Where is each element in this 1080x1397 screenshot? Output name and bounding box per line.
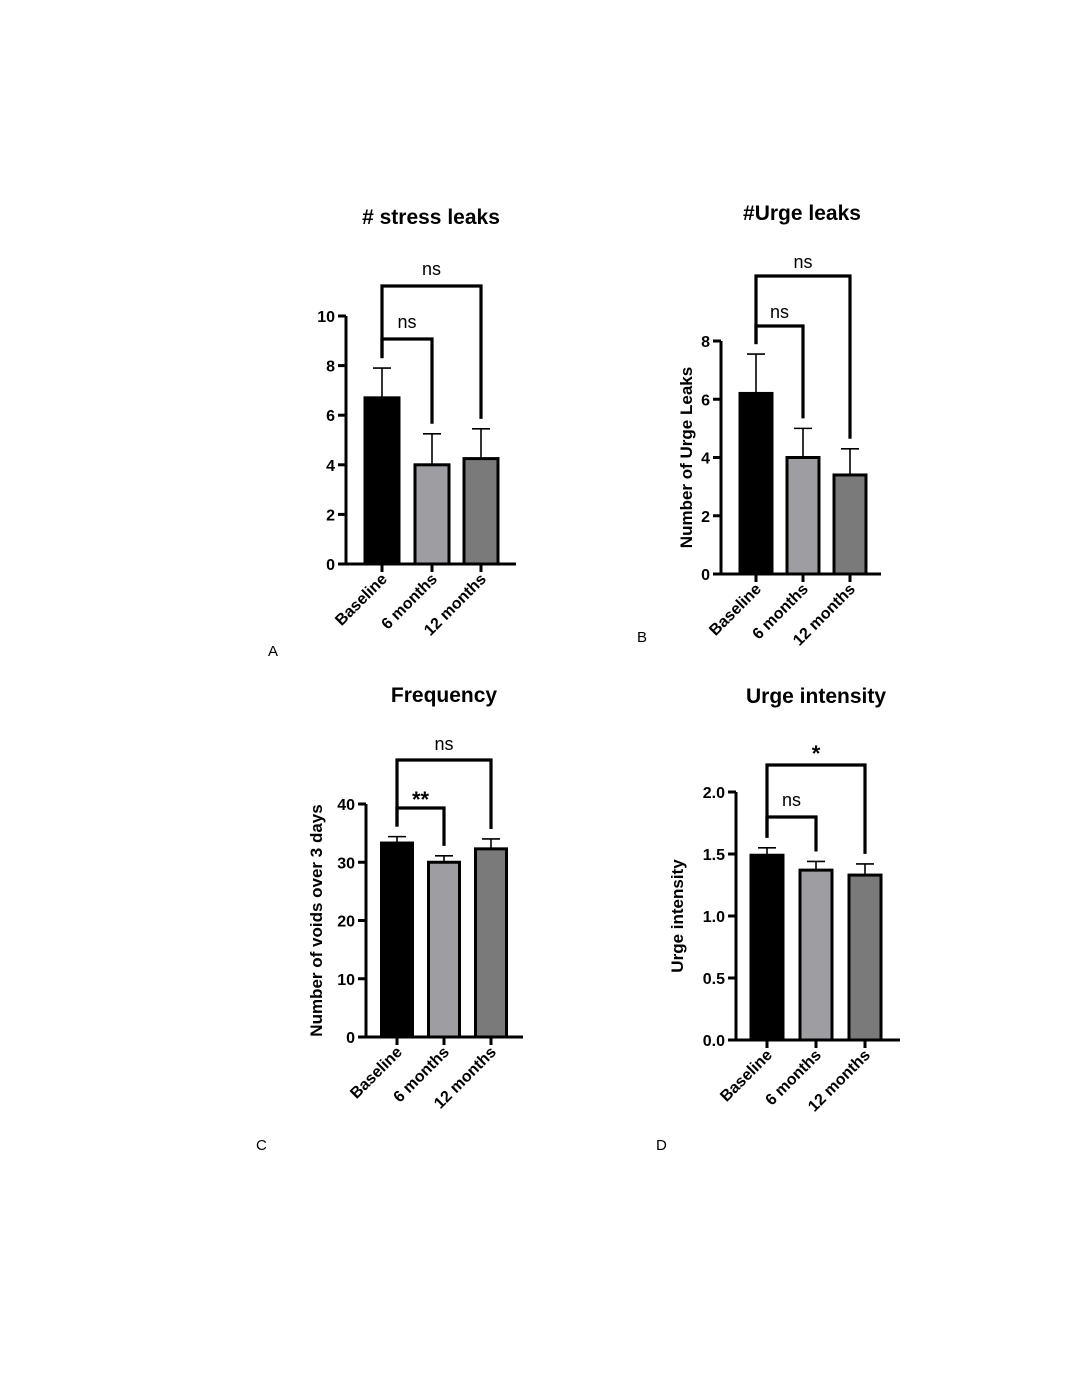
bar-1 xyxy=(738,391,774,576)
y-tick-label: 6 xyxy=(701,392,710,409)
y-axis-label: Number of Urge Leaks xyxy=(677,367,696,548)
significance-bracket xyxy=(380,284,483,419)
y-tick-label: 1.5 xyxy=(703,847,725,864)
significance-label: ns xyxy=(422,259,441,279)
y-tick-label: 2 xyxy=(326,507,335,524)
y-tick-label: 30 xyxy=(337,855,355,872)
y-tick-label: 4 xyxy=(326,458,335,475)
significance-label: ns xyxy=(770,302,789,322)
chart-title: #Urge leaks xyxy=(743,202,861,225)
y-tick-label: 0.5 xyxy=(703,971,725,988)
significance-label: ** xyxy=(412,787,430,812)
significance-label: ns xyxy=(793,252,812,272)
bar-1 xyxy=(749,853,785,1042)
significance-bracket xyxy=(395,806,446,846)
y-tick-label: 6 xyxy=(326,408,335,425)
bar-1 xyxy=(363,396,401,566)
panel-c: Frequency Number of voids over 3 days 0 10 2… xyxy=(256,684,523,1154)
y-tick-label: 10 xyxy=(337,972,355,989)
bar-3 xyxy=(462,457,500,566)
y-tick-label: 8 xyxy=(326,359,335,376)
significance-bracket xyxy=(765,815,818,852)
significance-bracket xyxy=(395,758,493,829)
y-tick-label: 20 xyxy=(337,914,355,931)
bar-3 xyxy=(474,847,508,1039)
significance-label: ns xyxy=(434,734,453,754)
panel-letter: A xyxy=(268,643,278,660)
y-tick-label: 0 xyxy=(326,557,335,574)
y-tick-label: 2 xyxy=(701,509,710,526)
chart-title: Frequency xyxy=(391,684,498,707)
significance-label: ns xyxy=(397,312,416,332)
bar-1 xyxy=(380,841,414,1039)
significance-bracket xyxy=(754,274,852,439)
bar-3 xyxy=(847,873,883,1042)
y-axis-label: Number of voids over 3 days xyxy=(307,804,326,1036)
y-tick-label: 0 xyxy=(701,567,710,584)
bar-3 xyxy=(832,473,868,576)
panel-letter: B xyxy=(637,629,647,646)
panel-letter: C xyxy=(256,1137,267,1154)
y-axis-label: Urge intensity xyxy=(668,859,687,973)
y-tick-label: 0.0 xyxy=(703,1033,725,1050)
significance-bracket xyxy=(765,763,867,854)
y-tick-label: 4 xyxy=(701,451,710,468)
bar-2 xyxy=(785,456,821,576)
y-tick-label: 1.0 xyxy=(703,909,725,926)
panel-letter: D xyxy=(656,1137,667,1154)
y-tick-label: 40 xyxy=(337,797,355,814)
panel-d: Urge intensity Urge intensity 0.0 0.5 1.0 1.5… xyxy=(656,685,900,1154)
chart-title: # stress leaks xyxy=(362,206,500,229)
bar-2 xyxy=(413,463,451,566)
bar-2 xyxy=(798,868,834,1042)
y-tick-label: 2.0 xyxy=(703,785,725,802)
significance-label: ns xyxy=(782,790,801,810)
significance-label: * xyxy=(812,741,821,766)
chart-title: Urge intensity xyxy=(746,685,886,708)
y-tick-label: 0 xyxy=(346,1030,355,1047)
y-tick-label: 10 xyxy=(317,309,335,326)
y-tick-label: 8 xyxy=(701,334,710,351)
bar-2 xyxy=(427,860,461,1039)
